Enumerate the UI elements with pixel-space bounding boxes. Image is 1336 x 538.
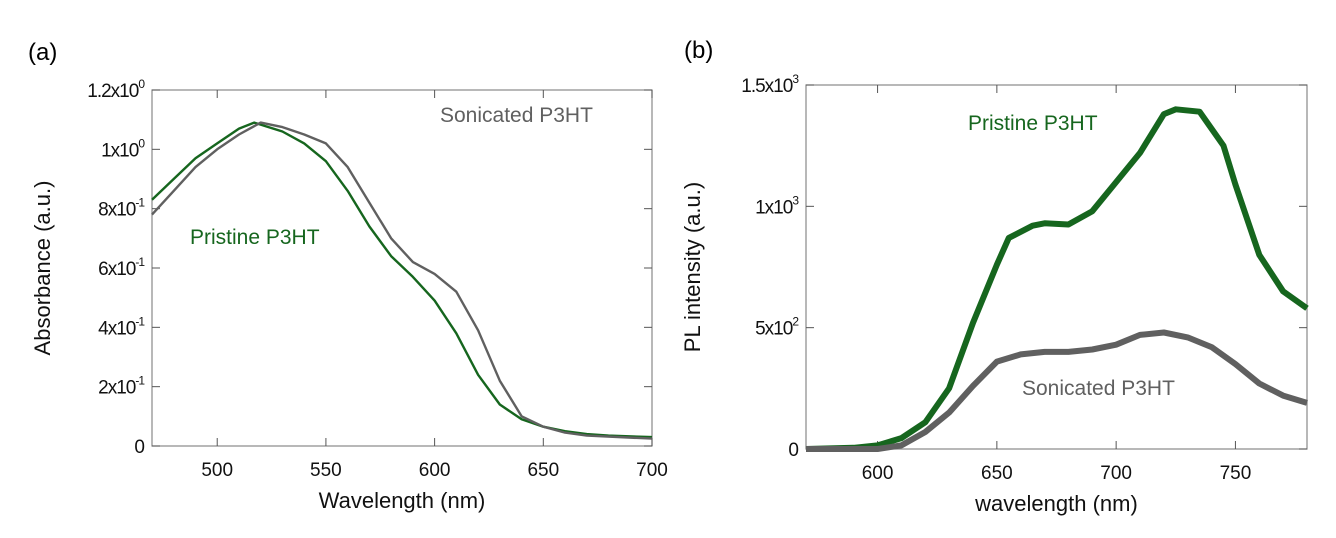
chart-panel-a: (a) 500 550 600 650 700 0 2x10-1 4x10-1 6x10-1 8x1… (28, 39, 668, 513)
series-label-sonicated: Sonicated P3HT (1022, 377, 1175, 400)
y-tick-label: 8x10-1 (98, 196, 145, 221)
y-tick-exponent: 0 (138, 136, 145, 150)
y-tick-label: 5x102 (755, 315, 799, 340)
y-tick-label: 0 (788, 440, 798, 461)
series-label-pristine: Pristine P3HT (968, 112, 1098, 135)
y-tick-exponent: -1 (135, 314, 145, 328)
y-tick-exponent: 3 (792, 72, 799, 86)
panel-label: (a) (28, 39, 57, 66)
series-line-pristine (805, 106, 1309, 452)
series-label-pristine: Pristine P3HT (190, 226, 320, 249)
x-tick-label: 750 (1220, 463, 1252, 484)
series-label-sonicated: Sonicated P3HT (440, 104, 593, 127)
x-tick-label: 500 (201, 460, 233, 481)
panel-label: (b) (684, 37, 713, 64)
y-axis-label: Absorbance (a.u.) (30, 181, 55, 356)
y-tick-exponent: 0 (138, 77, 145, 91)
x-tick-label: 700 (1100, 463, 1132, 484)
y-tick-label: 1.5x103 (741, 72, 799, 97)
y-tick-label: 1x103 (755, 193, 799, 218)
y-tick-exponent: -1 (135, 196, 145, 210)
x-tick-label: 550 (310, 460, 342, 481)
y-tick-label: 2x10-1 (98, 374, 145, 399)
y-tick-label: 1x100 (101, 136, 145, 161)
x-axis-label: wavelength (nm) (974, 491, 1138, 516)
y-tick-exponent: -1 (135, 255, 145, 269)
y-tick-label: 0 (134, 437, 144, 458)
chart-panel-b: (b) 600 650 700 750 0 5x102 1x103 1.5x103 wavelen… (680, 37, 1309, 516)
y-tick-label: 4x10-1 (98, 314, 145, 339)
y-tick-exponent: 2 (792, 315, 799, 329)
series-line-pristine (151, 121, 653, 439)
series-line-sonicated (806, 329, 1308, 452)
x-tick-label: 600 (419, 460, 451, 481)
y-tick-exponent: 3 (792, 193, 799, 207)
y-tick-label: 1.2x100 (87, 77, 145, 102)
y-tick-exponent: -1 (135, 374, 145, 388)
x-tick-label: 650 (981, 463, 1013, 484)
y-tick-label: 6x10-1 (98, 255, 145, 280)
x-tick-label: 650 (527, 460, 559, 481)
x-axis-label: Wavelength (nm) (319, 488, 486, 513)
x-tick-label: 600 (862, 463, 894, 484)
series-line-sonicated (151, 121, 653, 440)
x-tick-label: 700 (636, 460, 668, 481)
plot-frame (805, 84, 1308, 450)
y-axis-label: PL intensity (a.u.) (680, 182, 705, 352)
